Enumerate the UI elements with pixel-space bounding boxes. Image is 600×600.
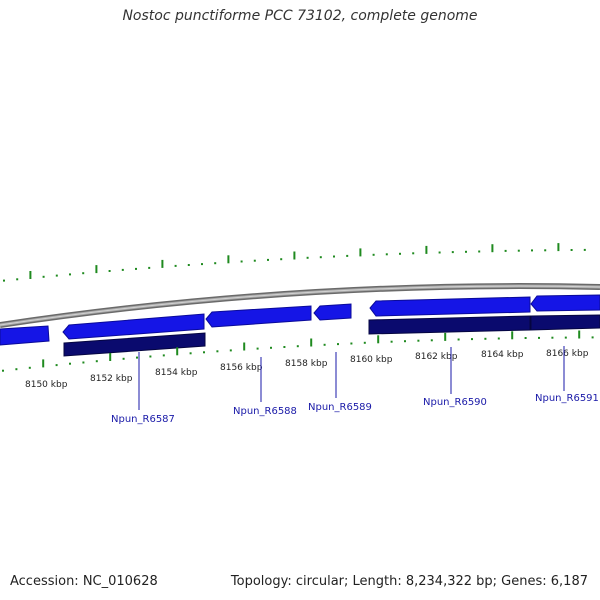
gene-arrow-forward[interactable] — [205, 305, 312, 328]
accession-text: Accession: NC_010628 — [10, 574, 158, 589]
scale-label: 8160 kbp — [350, 355, 393, 365]
gene-block-reverse[interactable] — [530, 314, 600, 331]
scale-label: 8152 kbp — [90, 374, 133, 384]
outer-tick-row — [3, 243, 586, 282]
gene-arrow-forward[interactable] — [313, 303, 352, 321]
map-title: Nostoc punctiforme PCC 73102, complete g… — [122, 8, 478, 24]
gene-block-reverse[interactable] — [63, 332, 206, 357]
chromosome-backbone — [0, 283, 600, 328]
forward-strand-track — [0, 294, 600, 346]
gene-block-reverse[interactable] — [368, 315, 531, 335]
scale-tick-row — [2, 330, 594, 372]
gene-label[interactable]: Npun_R6590 — [423, 397, 487, 408]
gene-arrow-forward[interactable] — [62, 313, 205, 340]
gene-label[interactable]: Npun_R6591 — [535, 393, 599, 404]
gene-label[interactable]: Npun_R6587 — [111, 414, 175, 425]
scale-label: 8166 kbp — [546, 349, 589, 359]
scale-labels: 8150 kbp 8152 kbp 8154 kbp 8156 kbp 8158 kbp… — [25, 349, 589, 390]
scale-label: 8162 kbp — [415, 352, 458, 362]
reverse-strand-track — [63, 314, 600, 357]
genome-summary-text: Topology: circular; Length: 8,234,322 bp… — [230, 574, 588, 589]
gene-arrow-forward[interactable] — [530, 294, 600, 312]
gene-label[interactable]: Npun_R6589 — [308, 402, 372, 413]
scale-label: 8158 kbp — [285, 359, 328, 369]
scale-label: 8150 kbp — [25, 380, 68, 390]
gene-label[interactable]: Npun_R6588 — [233, 406, 297, 417]
gene-arrow-forward[interactable] — [369, 296, 531, 317]
scale-label: 8154 kbp — [155, 368, 198, 378]
gene-arrow-forward[interactable] — [0, 325, 50, 346]
scale-label: 8164 kbp — [481, 350, 524, 360]
gene-callouts: Npun_R6587 Npun_R6588 Npun_R6589 Npun_R6590… — [111, 346, 599, 425]
scale-label: 8156 kbp — [220, 363, 263, 373]
